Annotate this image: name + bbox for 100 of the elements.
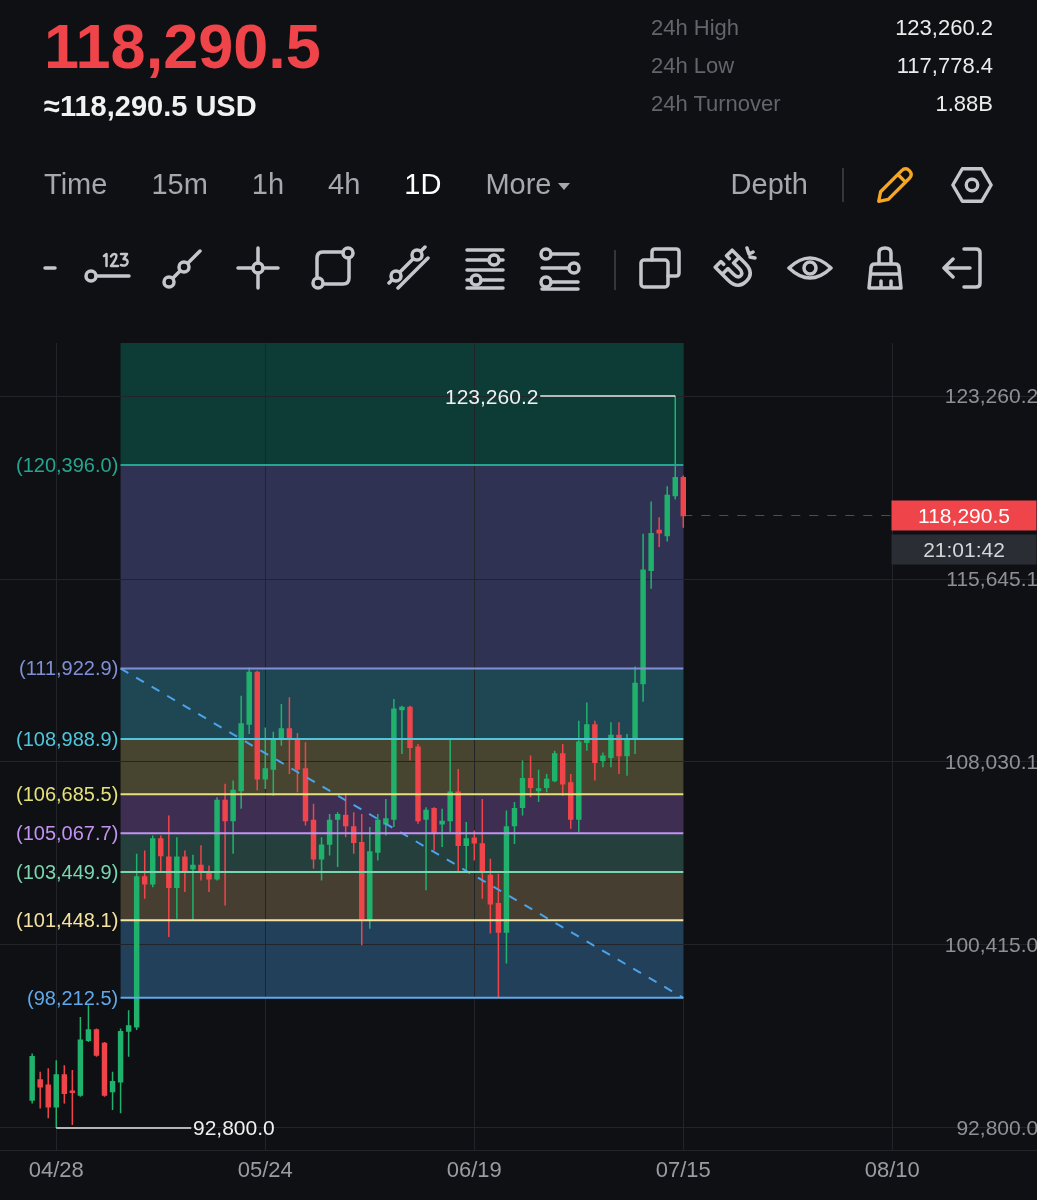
candlestick — [37, 1070, 43, 1110]
candlestick — [190, 853, 196, 922]
candlestick — [399, 705, 405, 755]
candlestick — [334, 811, 341, 868]
candlestick — [383, 798, 389, 837]
candlestick — [93, 1027, 100, 1058]
candlestick — [391, 698, 397, 828]
candlestick — [109, 1070, 116, 1111]
candlestick — [656, 516, 662, 548]
candlestick — [455, 768, 461, 873]
candlestick — [206, 864, 212, 893]
y-tick-label: 92,800.0 — [956, 1116, 1037, 1140]
candlestick — [471, 829, 478, 862]
candlestick — [495, 872, 502, 998]
text: 1.88B — [935, 90, 993, 118]
candlestick — [133, 853, 140, 1031]
ref-line-label: (106,685.5) — [16, 783, 119, 805]
annotation: 92,800.0 — [193, 1116, 275, 1139]
candlestick — [576, 719, 582, 833]
candlestick — [166, 814, 172, 938]
category-label: Depth — [730, 167, 808, 202]
candlestick — [45, 1067, 51, 1120]
candlestick — [238, 694, 244, 810]
ref-line-label: (101,448.1) — [16, 909, 119, 931]
candlestick — [278, 703, 285, 747]
candlestick — [367, 826, 373, 930]
candlestick — [527, 754, 534, 799]
candlestick — [158, 834, 164, 873]
candlestick — [254, 669, 260, 792]
category-label: 4h — [328, 167, 361, 202]
category-label: Time — [44, 167, 108, 202]
candlestick — [592, 719, 598, 782]
candlestick — [568, 773, 574, 830]
candlestick — [415, 743, 421, 825]
candlestick — [302, 741, 309, 827]
candlestick — [125, 1009, 132, 1058]
candlestick — [624, 733, 630, 777]
x-tick-label: 07/15 — [655, 1157, 711, 1183]
candlestick — [584, 701, 590, 752]
candlestick — [648, 500, 654, 590]
candlestick — [680, 474, 687, 529]
candlestick — [198, 844, 204, 882]
x-tick-label: 04/28 — [28, 1157, 84, 1183]
candlestick — [141, 849, 148, 900]
candlestick — [117, 1027, 124, 1114]
candlestick — [350, 811, 357, 855]
text: 24h High — [651, 14, 740, 42]
text: 117,778.4 — [896, 52, 993, 80]
candlestick — [29, 1052, 35, 1105]
text: 24h Turnover — [651, 90, 781, 118]
x-tick-label: 06/19 — [446, 1157, 502, 1183]
ref-line-label: (108,988.9) — [16, 728, 119, 750]
candlestick — [77, 1016, 84, 1098]
candlestick — [543, 773, 550, 794]
y-tick-label: 123,260.2 — [944, 384, 1037, 408]
candlestick — [423, 806, 429, 892]
candlestick — [174, 836, 180, 920]
ref-line-label: 118,290.5 — [918, 504, 1010, 527]
candlestick — [608, 721, 614, 769]
y-tick-label: 115,645.1 — [946, 567, 1037, 591]
candlestick — [431, 806, 437, 852]
x-tick-label: 05/24 — [237, 1157, 293, 1183]
candlestick — [318, 836, 325, 882]
candlestick — [672, 395, 678, 501]
text: 123,260.2 — [895, 14, 993, 42]
category-label: 1h — [251, 167, 285, 202]
annotation: 21:01:42 — [923, 538, 1005, 561]
candlestick — [407, 705, 413, 762]
candlestick — [479, 798, 486, 900]
ref-line-label: (105,067.7) — [16, 822, 119, 844]
candlestick — [359, 813, 365, 947]
ref-line-label: (120,396.0) — [16, 454, 119, 476]
candlestick — [640, 533, 646, 703]
candlestick — [519, 759, 526, 817]
candlestick — [310, 803, 317, 870]
x-tick-label: 08/10 — [864, 1157, 920, 1183]
candlestick — [616, 721, 622, 775]
category-label: More — [485, 167, 552, 202]
text: ≈118,290.5 USD — [44, 89, 257, 124]
annotation: 123,260.2 — [445, 385, 539, 408]
candlestick — [664, 485, 670, 543]
candlestick — [375, 813, 381, 862]
candlestick — [294, 732, 301, 794]
candlestick — [439, 808, 445, 848]
candlestick — [214, 796, 220, 882]
candlestick — [286, 696, 293, 775]
candlestick — [551, 749, 558, 783]
candlestick — [69, 1069, 76, 1126]
candlestick — [246, 666, 252, 735]
candlestick — [559, 743, 566, 797]
category-label: 1D — [404, 167, 442, 202]
candlestick — [342, 792, 349, 838]
text: 24h Low — [651, 52, 735, 80]
candlestick — [487, 858, 494, 935]
candlestick — [53, 1059, 59, 1129]
text: 118,290.5 — [44, 10, 321, 82]
candlestick — [262, 726, 268, 790]
candlestick — [230, 779, 236, 855]
candlestick — [600, 751, 606, 769]
candlestick — [535, 768, 542, 803]
